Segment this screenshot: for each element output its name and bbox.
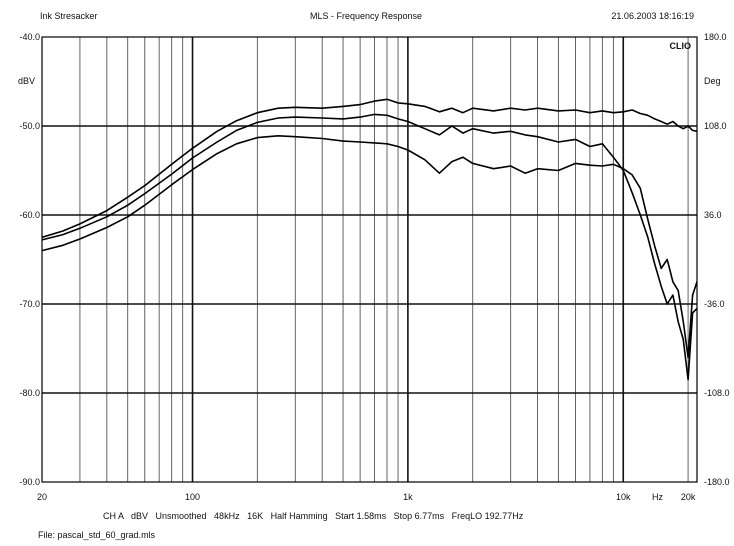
x-tick-label: 20 xyxy=(37,492,47,502)
measurement-settings: CH A dBV Unsmoothed 48kHz 16K Half Hammi… xyxy=(103,511,524,521)
y-tick-label: -50.0 xyxy=(19,121,40,131)
series-line-3 xyxy=(41,135,698,359)
y-tick-label: -70.0 xyxy=(19,299,40,309)
x-unit-label: Hz xyxy=(652,492,663,502)
tick-labels: -40.0 -50.0 -60.0 -70.0 -80.0 -90.0 180.0 108.0… xyxy=(18,32,730,502)
y-tick-label: -40.0 xyxy=(19,32,40,42)
file-name: File: pascal_std_60_grad.mls xyxy=(38,530,156,540)
y-tick-label: -80.0 xyxy=(19,388,40,398)
y2-axis-label: Deg xyxy=(704,76,721,86)
y2-tick-label: 36.0 xyxy=(704,210,722,220)
y2-tick-label: -108.0 xyxy=(704,388,730,398)
y-tick-label: -60.0 xyxy=(19,210,40,220)
series-line-1 xyxy=(41,98,698,239)
header-left-text: Ink Stresacker xyxy=(40,11,98,21)
clio-label: CLIO xyxy=(670,41,692,51)
series-line-2 xyxy=(41,113,698,381)
x-tick-label: 1k xyxy=(403,492,413,502)
x-tick-label: 100 xyxy=(185,492,200,502)
y-tick-label: -90.0 xyxy=(19,477,40,487)
series-layer xyxy=(41,98,698,381)
x-tick-label: 20k xyxy=(681,492,696,502)
y2-tick-label: -180.0 xyxy=(704,477,730,487)
y2-tick-label: 108.0 xyxy=(704,121,727,131)
x-tick-label: 10k xyxy=(616,492,631,502)
y2-tick-label: -36.0 xyxy=(704,299,725,309)
plot-frame xyxy=(41,36,698,483)
y-axis-label: dBV xyxy=(18,76,35,86)
header-timestamp: 21.06.2003 18:16:19 xyxy=(611,11,694,21)
grid-layer xyxy=(42,37,697,482)
chart-title: MLS - Frequency Response xyxy=(310,11,423,21)
y2-tick-label: 180.0 xyxy=(704,32,727,42)
